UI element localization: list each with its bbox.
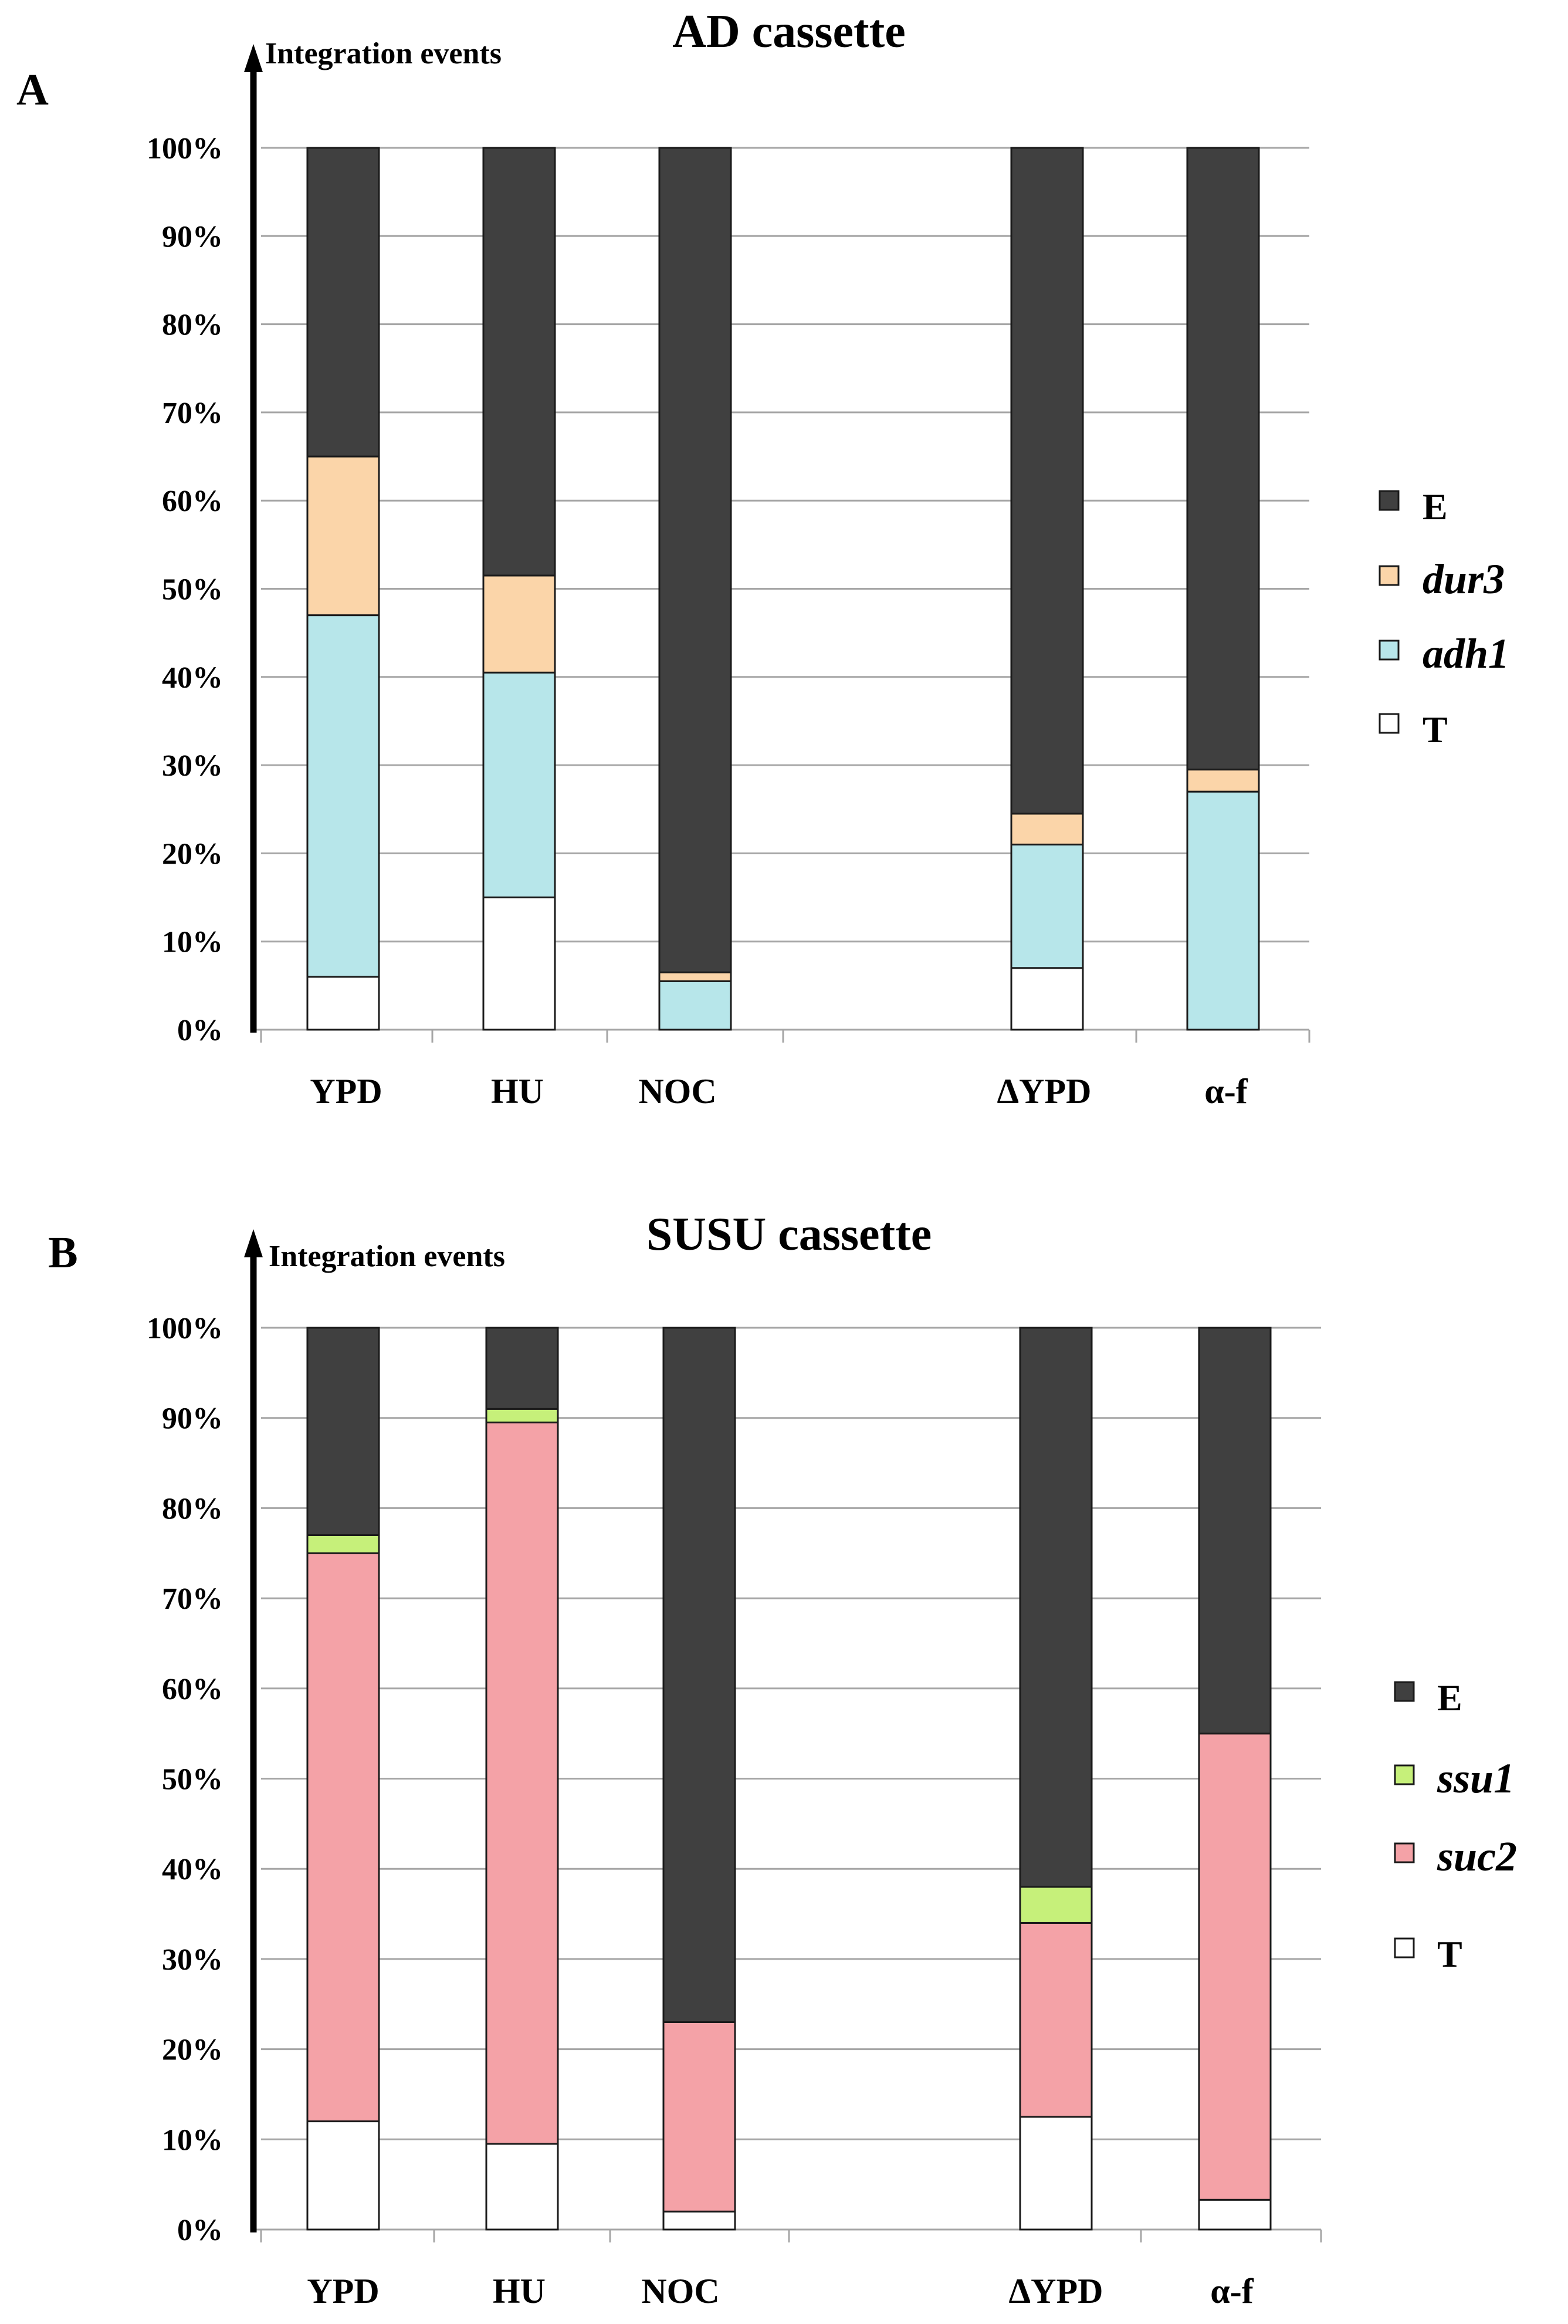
y-tick-label: 100% <box>147 1312 223 1345</box>
legend-label-suc2: suc2 <box>1437 1833 1517 1880</box>
bar-hu-t <box>485 2143 559 2231</box>
y-tick-label: 70% <box>162 397 223 430</box>
bar-ypd-suc2 <box>1019 1922 1093 2118</box>
y-tick-label: 0% <box>177 1014 223 1047</box>
x-tick-label-ypd: YPD <box>307 2272 379 2311</box>
bar-noc-suc2 <box>662 2021 736 2213</box>
y-tick-label: 30% <box>162 749 223 783</box>
x-tick-label-hu: HU <box>493 2272 546 2311</box>
legend-label-t: T <box>1437 1933 1462 1975</box>
legend-label-adh1: adh1 <box>1423 630 1509 677</box>
y-axis-arrowhead <box>244 1229 263 1257</box>
y-tick-label: 80% <box>162 309 223 342</box>
y-tick-label: 0% <box>177 2214 223 2247</box>
bar-ypd-adh1 <box>1010 843 1084 969</box>
y-tick-label: 10% <box>162 2123 223 2157</box>
y-axis-label: Integration events <box>265 37 502 70</box>
bar-hu-adh1 <box>482 671 556 899</box>
y-axis-arrowhead <box>244 44 263 72</box>
bar-ypd-t <box>306 2120 380 2231</box>
panel-letter: B <box>48 1228 78 1277</box>
y-tick-label: 80% <box>162 1492 223 1525</box>
y-axis-label: Integration events <box>269 1240 505 1273</box>
y-tick-label: 50% <box>162 573 223 607</box>
chart-panel-b: B SUSU cassette 0% 10% 20% 30% 40% 50% 60% 70% 80%… <box>48 1209 1517 2311</box>
legend-label-t: T <box>1423 709 1448 750</box>
legend-swatch-adh1 <box>1379 640 1400 661</box>
chart-panel-a: A AD cassette 0% 10% 20% 30% 40% 50% 60% 70% 80% 90… <box>16 6 1509 1111</box>
bar-noc-adh1 <box>658 980 732 1031</box>
y-tick-label: 30% <box>162 1943 223 1977</box>
y-tick-label: 70% <box>162 1582 223 1616</box>
legend-label-e: E <box>1437 1677 1462 1719</box>
bar-ypd-e <box>306 147 380 458</box>
y-tick-label: 100% <box>147 132 223 165</box>
y-tick-label: 90% <box>162 220 223 253</box>
bar-ypd-adh1 <box>306 614 380 978</box>
legend-swatch-e <box>1394 1681 1415 1702</box>
bar-alpha-f-suc2 <box>1198 1733 1272 2201</box>
legend-swatch-t <box>1379 713 1400 734</box>
x-tick-label-hu: HU <box>491 1072 544 1111</box>
bar-ypd-e <box>306 1327 380 1537</box>
bar-noc-e <box>658 147 732 973</box>
x-tick-label-ypd: ΔYPD <box>1009 2272 1103 2311</box>
legend-label-ssu1: ssu1 <box>1437 1755 1515 1802</box>
bar-noc-dur3 <box>658 971 732 982</box>
bar-hu-t <box>482 897 556 1031</box>
legend-swatch-suc2 <box>1394 1842 1415 1863</box>
bar-noc-e <box>662 1327 736 2023</box>
y-tick-label: 20% <box>162 2034 223 2067</box>
legend-label-dur3: dur3 <box>1423 556 1505 603</box>
bar-hu-ssu1 <box>485 1408 559 1423</box>
x-tick-label-ypd: YPD <box>310 1072 382 1111</box>
bar-hu-e <box>485 1327 559 1410</box>
bar-ypd-dur3 <box>1010 813 1084 845</box>
chart-title: AD cassette <box>672 6 906 57</box>
x-tick-label-alpha-f: α-f <box>1210 2272 1254 2311</box>
chart-title: SUSU cassette <box>646 1209 932 1260</box>
bar-noc-t <box>662 2210 736 2231</box>
y-tick-label: 20% <box>162 837 223 871</box>
y-tick-label: 40% <box>162 1853 223 1886</box>
panel-letter: A <box>16 65 49 114</box>
bar-ypd-t <box>306 976 380 1031</box>
y-tick-label: 10% <box>162 926 223 959</box>
x-tick-label-noc: NOC <box>641 2272 719 2311</box>
bar-alpha-f-t <box>1198 2198 1272 2231</box>
bar-ypd-t <box>1019 2116 1093 2231</box>
y-tick-label: 90% <box>162 1402 223 1436</box>
bar-alpha-f-e <box>1198 1327 1272 1735</box>
bar-ypd-ssu1 <box>306 1534 380 1554</box>
legend-swatch-ssu1 <box>1394 1764 1415 1785</box>
bar-ypd-ssu1 <box>1019 1886 1093 1924</box>
bar-ypd-t <box>1010 967 1084 1031</box>
bar-ypd-e <box>1019 1327 1093 1888</box>
bar-ypd-suc2 <box>306 1552 380 2123</box>
bar-alpha-f-dur3 <box>1186 769 1260 793</box>
bar-hu-e <box>482 147 556 577</box>
bar-alpha-f-e <box>1186 147 1260 771</box>
bar-hu-suc2 <box>485 1421 559 2145</box>
bar-hu-dur3 <box>482 574 556 674</box>
y-tick-label: 60% <box>162 485 223 518</box>
legend-swatch-dur3 <box>1379 565 1400 586</box>
x-tick-label-ypd: ΔYPD <box>997 1072 1092 1111</box>
x-tick-label-alpha-f: α-f <box>1204 1072 1248 1111</box>
x-tick-label-noc: NOC <box>638 1072 716 1111</box>
legend-swatch-e <box>1379 490 1400 511</box>
bar-ypd-dur3 <box>306 455 380 617</box>
y-tick-label: 40% <box>162 661 223 695</box>
bar-alpha-f-adh1 <box>1186 790 1260 1031</box>
legend-swatch-t <box>1394 1937 1415 1958</box>
bar-ypd-e <box>1010 147 1084 815</box>
y-tick-label: 50% <box>162 1763 223 1797</box>
y-tick-label: 60% <box>162 1673 223 1706</box>
legend-label-e: E <box>1423 486 1448 527</box>
